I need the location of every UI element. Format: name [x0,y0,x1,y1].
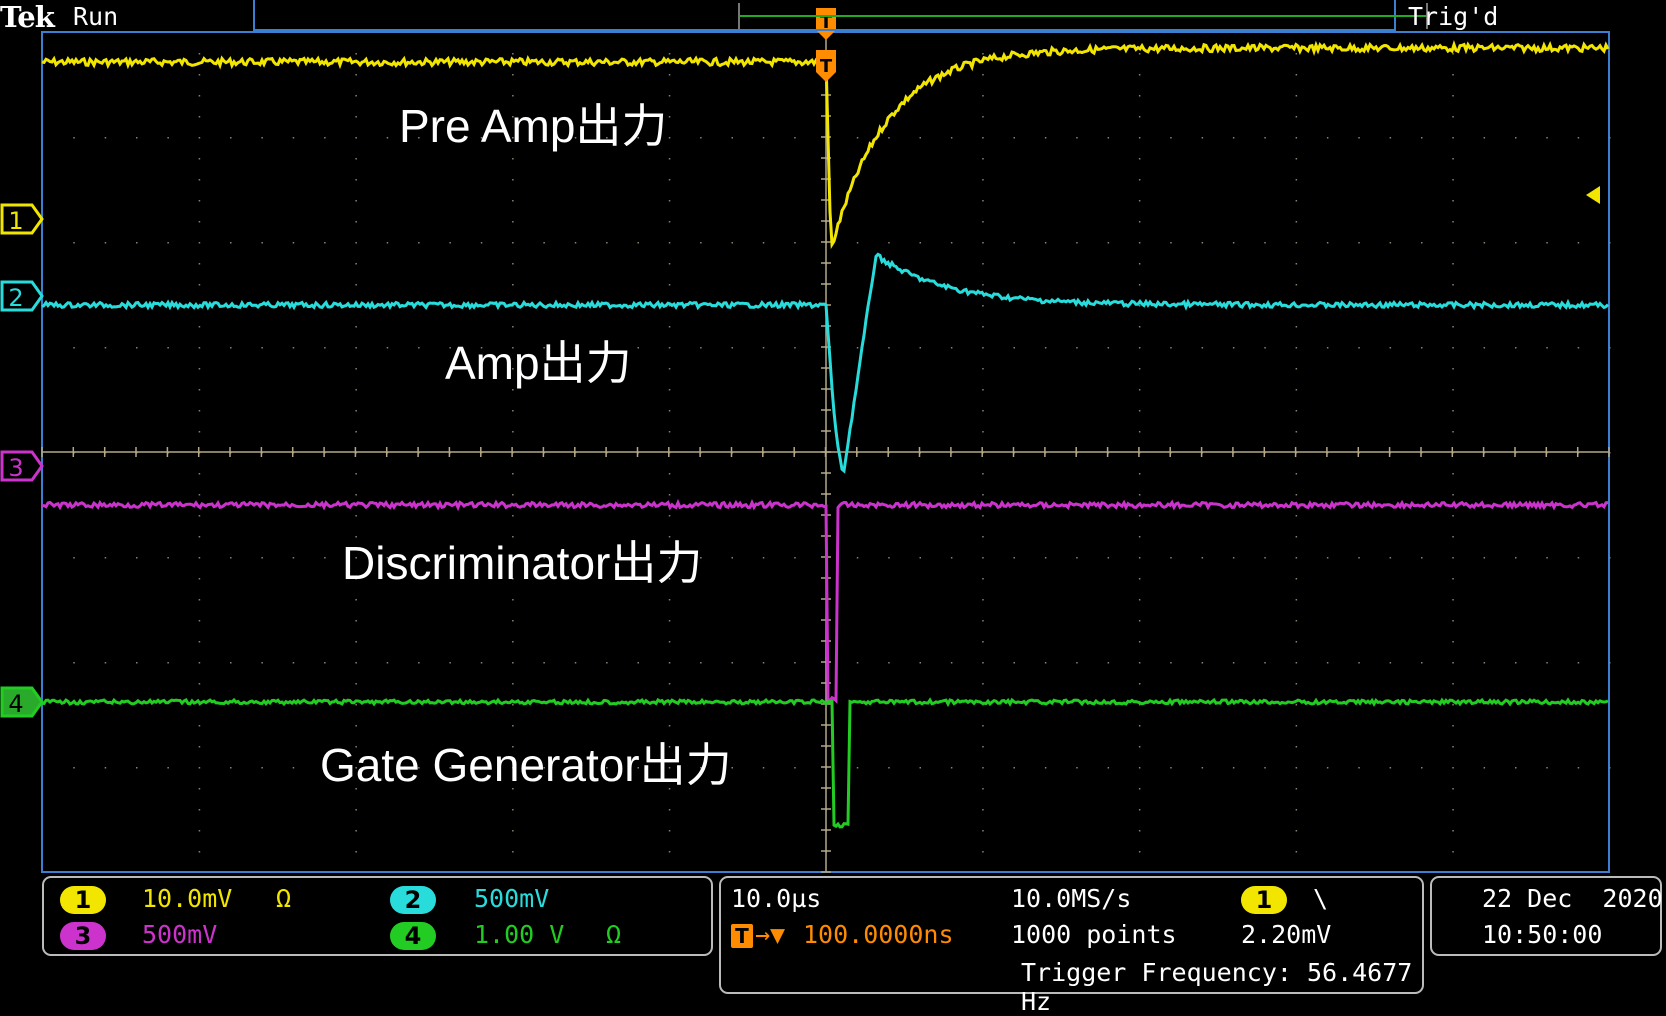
record-length: 1000 points [1011,920,1177,949]
svg-text:1: 1 [8,207,23,235]
channel-4-marker[interactable]: 4 [0,686,44,718]
label-discriminator-output: Discriminator出力 [342,537,703,589]
timebase-trigger-panel: 10.0µs 10.0MS/s 1 \ T →▼ 100.0000ns 1000… [719,876,1424,1016]
svg-text:2: 2 [8,284,23,312]
record-view-bar [253,0,1428,31]
trigger-status: Trig'd [1408,2,1499,31]
label-amp-output: Amp出力 [445,337,632,389]
label-gate-generator-output: Gate Generator出力 [320,739,732,791]
channel-1-coupling-icon: Ω [276,884,292,913]
acquisition-state[interactable]: Run [73,2,119,31]
time: 10:50:00 [1482,920,1603,949]
channel-3-marker[interactable]: 3 [0,450,44,482]
brand-logo: Tek [0,0,55,34]
trigger-level-arrow[interactable] [1586,186,1600,204]
trigger-level[interactable]: 2.20mV [1241,920,1332,949]
channel-2-marker[interactable]: 2 [0,280,44,312]
horizontal-scale[interactable]: 10.0µs [731,884,822,913]
svg-text:4: 4 [8,690,23,718]
svg-text:T: T [820,56,833,77]
channel-4-scale[interactable]: 1.00 V [474,920,565,949]
datetime-panel: 22 Dec 2020 10:50:00 [1430,876,1663,956]
trigger-source-badge[interactable]: 1 [1241,886,1287,914]
channel-2-badge[interactable]: 2 [390,886,436,914]
channel-4-badge[interactable]: 4 [390,922,436,950]
channel-4-coupling-icon: Ω [606,920,622,949]
channel-1-badge[interactable]: 1 [60,886,106,914]
horizontal-position[interactable]: 100.0000ns [803,920,954,949]
channel-3-badge[interactable]: 3 [60,922,106,950]
trigger-slope-icon[interactable]: \ [1313,884,1329,913]
channel-1-marker[interactable]: 1 [0,203,44,235]
status-bar: Tek Run Trig'd [0,0,1666,34]
channel-1-scale[interactable]: 10.0mV [142,884,233,913]
channel-4-trace [41,697,1609,829]
sample-rate: 10.0MS/s [1011,884,1132,913]
svg-text:T: T [820,12,833,33]
delay-arrow-icon: →▼ [755,920,786,949]
date: 22 Dec 2020 [1482,884,1663,913]
trigger-position-icon: T [731,924,753,948]
record-view-window[interactable] [738,3,1428,29]
trigger-frequency: Trigger Frequency: 56.4677 Hz [1021,958,1413,1016]
channel-3-trace [41,498,1609,704]
channel-2-scale[interactable]: 500mV [474,884,550,913]
label-pre-amp-output: Pre Amp出力 [399,100,668,152]
trigger-time-marker[interactable]: T [816,50,836,82]
channel-2-trace [41,252,1610,474]
channel-readout-panel: 1 10.0mV Ω 2 500mV 3 500mV 4 1.00 V Ω [42,876,713,956]
channel-3-scale[interactable]: 500mV [142,920,218,949]
svg-text:3: 3 [8,454,23,482]
